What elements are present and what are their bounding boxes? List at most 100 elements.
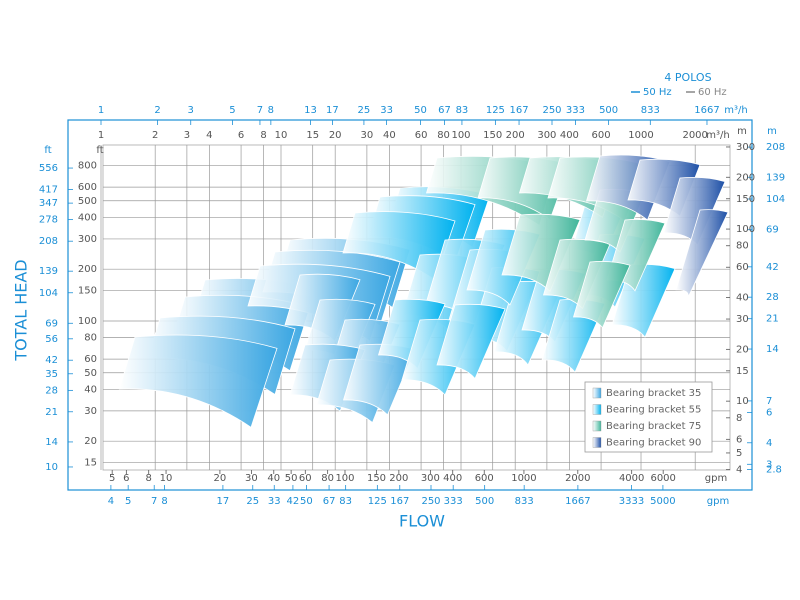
y-tick-label: 8 — [736, 413, 742, 424]
x-tick-label: 42 — [287, 496, 300, 507]
y-tick-label: 500 — [78, 196, 97, 207]
x-tick-label: 8 — [260, 130, 266, 141]
x-tick-label: 5 — [125, 496, 131, 507]
axis-unit: m — [737, 126, 747, 137]
x-tick-label: 4000 — [619, 473, 644, 484]
y-tick-label: 21 — [766, 314, 779, 325]
x-tick-label: 400 — [560, 130, 579, 141]
y-tick-label: 5 — [736, 448, 742, 459]
coverage-area — [118, 334, 278, 428]
x-tick-label: 15 — [306, 130, 319, 141]
x-tick-label: 67 — [438, 105, 451, 116]
y-tick-label: 104 — [39, 288, 58, 299]
x-tick-label: 20 — [214, 473, 227, 484]
x-tick-label: 125 — [486, 105, 505, 116]
coverage-area — [572, 261, 631, 329]
y-tick-label: 30 — [736, 314, 749, 325]
x-tick-label: 200 — [389, 473, 408, 484]
x-tick-label: 1000 — [628, 130, 653, 141]
legend-label: Bearing bracket 75 — [606, 421, 701, 432]
y-tick-label: 50 — [84, 368, 97, 379]
y-tick-label: 6 — [766, 407, 772, 418]
y-tick-label: 20 — [736, 344, 749, 355]
x-tick-label: 500 — [475, 496, 494, 507]
x-tick-label: 250 — [542, 105, 561, 116]
legend-box — [584, 381, 713, 453]
x-tick-label: 3333 — [619, 496, 644, 507]
x-tick-label: 250 — [421, 496, 440, 507]
x-tick-label: 125 — [368, 496, 387, 507]
x-tick-label: 2000 — [682, 130, 707, 141]
x-tick-label: 17 — [217, 496, 230, 507]
x-tick-label: 300 — [537, 130, 556, 141]
legend-swatch — [592, 387, 602, 399]
x-tick-label: 60 — [299, 473, 312, 484]
y-tick-label: 208 — [766, 142, 785, 153]
x-tick-label: 333 — [444, 496, 463, 507]
axis-unit: ft — [44, 145, 51, 156]
axis-unit: m — [767, 126, 777, 137]
x-tick-label: 3 — [184, 130, 190, 141]
x-tick-label: 3 — [188, 105, 194, 116]
x-tick-label: 33 — [268, 496, 281, 507]
legend-swatch — [592, 437, 602, 448]
y-tick-label: 3 — [766, 459, 772, 470]
y-tick-label: 417 — [39, 184, 58, 195]
axis-unit: m³/h — [706, 130, 729, 141]
y-tick-label: 42 — [45, 355, 58, 366]
y-tick-label: 278 — [39, 215, 58, 226]
coverage-area — [436, 303, 506, 380]
x-tick-label: 25 — [246, 496, 259, 507]
x-tick-label: 50 — [414, 105, 427, 116]
y-tick-label: 6 — [736, 434, 742, 445]
x-tick-label: 6000 — [650, 473, 675, 484]
y-tick-label: 80 — [736, 241, 749, 252]
x-tick-label: 400 — [443, 473, 462, 484]
y-tick-label: 347 — [39, 198, 58, 209]
x-tick-label: 5000 — [650, 496, 675, 507]
x-tick-label: 6 — [123, 473, 129, 484]
y-tick-label: 20 — [84, 436, 97, 447]
y-tick-label: 400 — [78, 212, 97, 223]
y-tick-label: 40 — [84, 384, 97, 395]
x-tick-label: 2000 — [565, 473, 590, 484]
x-tick-label: 200 — [506, 130, 525, 141]
x-tick-label: 167 — [390, 496, 409, 507]
y-tick-label: 28 — [45, 385, 58, 396]
legend-label: Bearing bracket 55 — [606, 405, 701, 416]
legend-label: Bearing bracket 90 — [606, 438, 701, 449]
axis-unit: ft — [96, 145, 103, 156]
x-tick-label: 50 — [285, 473, 298, 484]
plot-frame — [102, 144, 731, 471]
y-tick-label: 7 — [766, 396, 772, 407]
x-tick-label: 833 — [641, 105, 660, 116]
x-tick-label: 600 — [475, 473, 494, 484]
y-tick-label: 69 — [45, 318, 58, 329]
y-tick-label: 300 — [736, 142, 755, 153]
y-tick-label: 69 — [766, 225, 779, 236]
x-tick-label: 1667 — [694, 105, 719, 116]
x-title: FLOW — [399, 512, 445, 531]
y-tick-label: 14 — [766, 344, 779, 355]
x-tick-label: 40 — [383, 130, 396, 141]
legend-swatch — [592, 420, 602, 432]
x-tick-label: 500 — [599, 105, 618, 116]
x-tick-label: 40 — [267, 473, 280, 484]
coverage-area — [342, 343, 416, 416]
y-tick-label: 800 — [78, 161, 97, 172]
y-tick-label: 14 — [45, 437, 58, 448]
y-tick-label: 556 — [39, 163, 58, 174]
y-tick-label: 600 — [78, 182, 97, 193]
y-tick-label: 80 — [84, 333, 97, 344]
x-tick-label: 5 — [229, 105, 235, 116]
y-tick-label: 10 — [45, 462, 58, 473]
x-tick-label: 30 — [361, 130, 374, 141]
axis-unit: gpm — [707, 496, 729, 507]
y-tick-label: 100 — [78, 316, 97, 327]
x-tick-label: 80 — [321, 473, 334, 484]
x-tick-label: 67 — [323, 496, 336, 507]
y-tick-label: 60 — [84, 354, 97, 365]
y-tick-label: 150 — [736, 194, 755, 205]
x-tick-label: 80 — [437, 130, 450, 141]
